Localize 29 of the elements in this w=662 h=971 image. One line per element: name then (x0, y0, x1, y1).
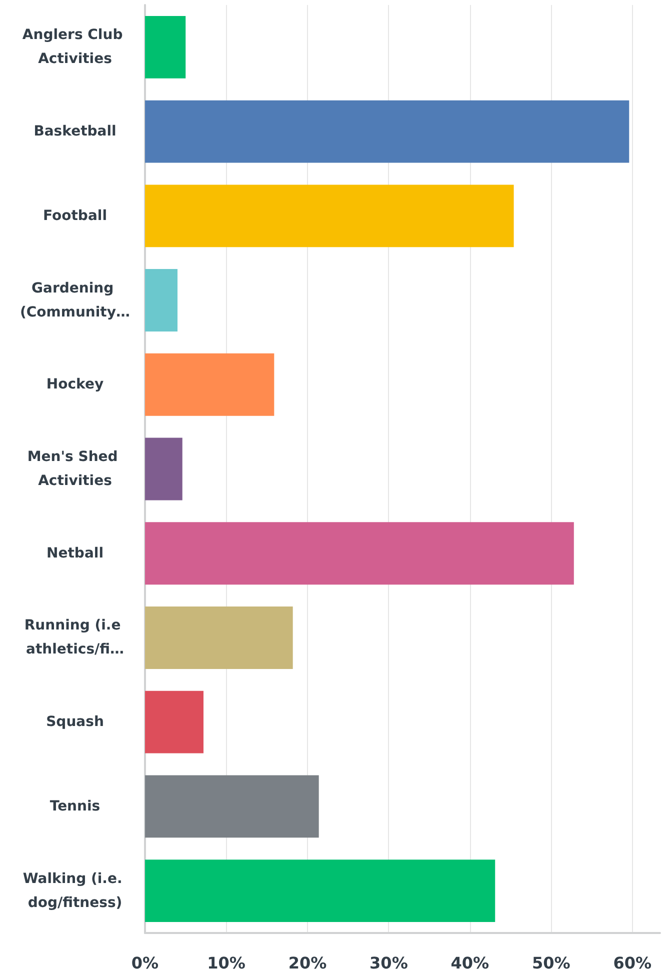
bar (145, 690, 204, 754)
y-tick-label: Hockey (46, 376, 104, 393)
bar (145, 269, 178, 332)
bar (145, 522, 574, 585)
x-tick-label: 50% (532, 954, 570, 971)
y-tick-label: Gardening (Community… (20, 280, 130, 320)
x-tick-label: 40% (450, 954, 490, 971)
bar (145, 860, 496, 922)
y-tick-label: Running (i.e athletics/fi… (24, 618, 126, 658)
bar (145, 775, 319, 838)
bar (145, 438, 182, 500)
y-tick-label: Walking (i.e. dog/fitness) (22, 870, 128, 911)
bar (145, 16, 186, 78)
bar (145, 353, 274, 416)
x-tick-label: 30% (370, 954, 408, 971)
y-tick-label: Men's Shed Activities (27, 449, 123, 489)
bar (145, 606, 293, 669)
x-tick-label: 20% (288, 954, 327, 971)
x-tick-label: 60% (613, 954, 652, 971)
y-tick-label: Football (43, 208, 107, 224)
x-tick-label: 10% (207, 954, 246, 971)
y-tick-label: Netball (46, 545, 104, 562)
bar (145, 100, 630, 163)
y-tick-label: Basketball (34, 124, 116, 140)
y-tick-label: Anglers Club Activities (22, 27, 128, 68)
y-tick-label: Tennis (50, 798, 100, 814)
y-tick-label: Squash (46, 714, 104, 730)
x-tick-label: 0% (131, 954, 159, 971)
bar (145, 184, 514, 248)
